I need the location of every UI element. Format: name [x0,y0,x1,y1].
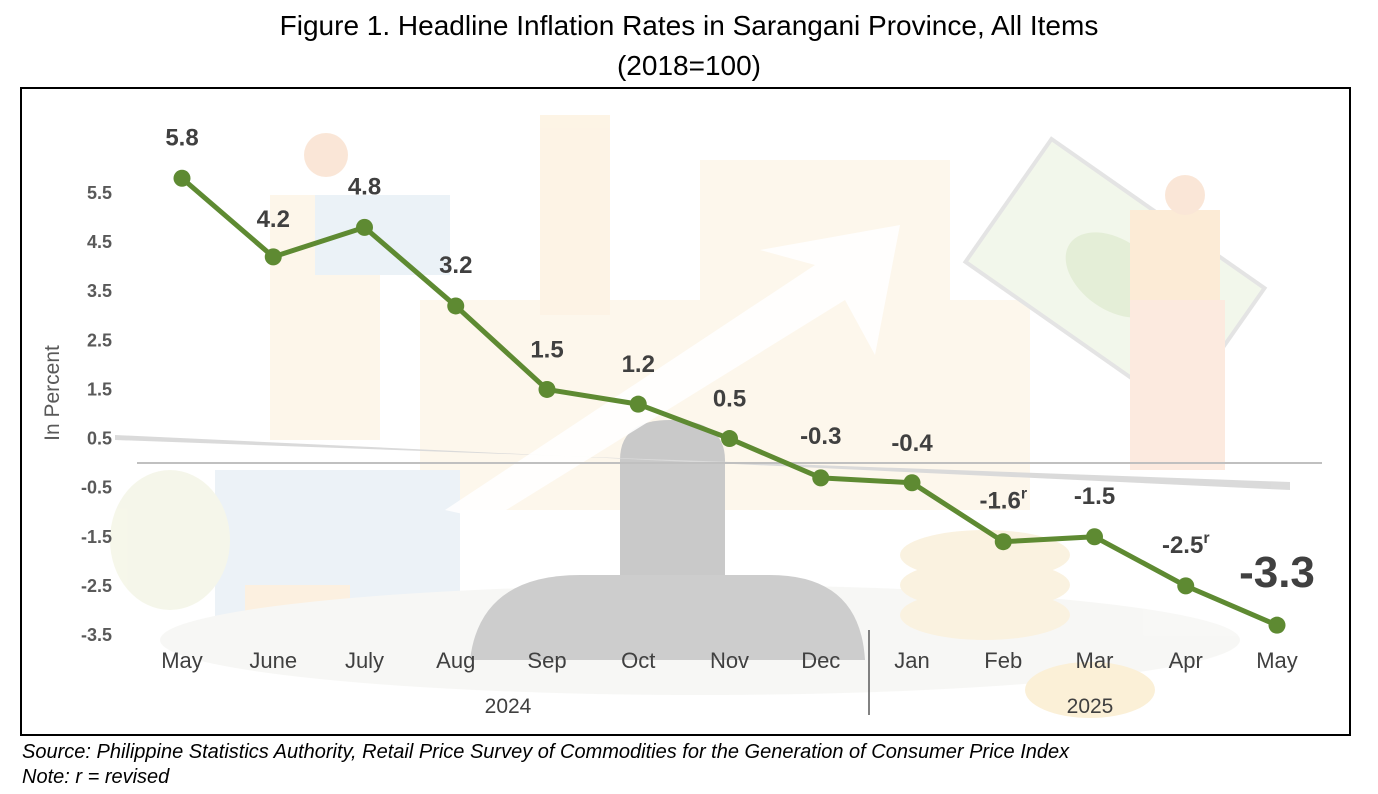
x-tick-label: Oct [621,648,655,673]
y-tick-label: 2.5 [87,330,112,350]
data-point [812,469,830,487]
y-tick-label: 0.5 [87,429,112,449]
source-note: Source: Philippine Statistics Authority,… [22,741,1070,763]
data-point [447,297,465,315]
data-point [538,380,556,398]
data-point [1268,616,1286,634]
y-tick-label: 5.5 [87,183,112,203]
data-point [356,218,373,236]
data-label: -3.3 [1239,548,1315,597]
x-tick-label: Apr [1169,648,1203,673]
data-label: 5.8 [165,124,198,151]
data-point [721,430,738,448]
y-tick-label: -1.5 [81,527,112,547]
data-point [629,395,647,413]
data-label: 1.2 [622,351,655,378]
data-label: -1.6r [979,486,1027,515]
y-tick-label: 1.5 [87,379,112,399]
y-tick-label: -3.5 [81,625,112,645]
data-label: -2.5r [1162,530,1210,559]
x-tick-label: Jan [894,648,929,673]
revised-marker: r [1203,530,1209,547]
data-point [903,474,921,492]
x-tick-label: Mar [1076,648,1114,673]
data-label: 3.2 [439,252,472,279]
revised-marker: r [1021,486,1027,503]
axis-layer: In Percent [41,345,1322,715]
data-point [994,533,1012,551]
data-label: 1.5 [530,336,563,363]
data-point [173,169,191,187]
data-label: 4.8 [348,173,381,200]
year-label: 2025 [1067,695,1114,718]
y-tick-label: 3.5 [87,281,112,301]
data-label: -0.3 [800,423,841,450]
x-tick-label: June [249,648,297,673]
data-label-layer: 5.8 4.2 4.8 3.2 1.5 1.2 0.5 -0.3 -0.4 -1.6r -1.5 -2… [165,124,1315,597]
x-tick-label: Aug [436,648,475,673]
x-tick-label: Dec [801,648,840,673]
point-layer [173,169,1286,634]
y-tick-label: 4.5 [87,232,112,252]
x-tick-label: May [1256,648,1298,673]
y-tick-labels: 5.5 4.5 3.5 2.5 1.5 0.5 -0.5 -1.5 -2.5 -3.5 [81,183,112,645]
x-tick-label: Feb [984,648,1022,673]
x-tick-label: Sep [527,648,566,673]
x-tick-label: May [161,648,203,673]
x-tick-label: Nov [710,648,749,673]
chart-title: Figure 1. Headline Inflation Rates in Sa… [279,10,1099,41]
chart-subtitle: (2018=100) [616,50,761,81]
y-tick-label: -0.5 [81,478,112,498]
data-label: -0.4 [891,430,933,457]
y-tick-label: -2.5 [81,576,112,596]
x-tick-labels: May June July Aug Sep Oct Nov Dec Jan Feb Mar Apr Ma… [161,648,1298,673]
data-label: 4.2 [257,206,290,233]
data-point [1177,577,1195,595]
y-axis-label: In Percent [41,345,64,441]
year-labels: 2024 2025 [485,695,1114,718]
x-tick-label: July [345,648,384,673]
revised-note: Note: r = revised [22,766,170,788]
data-label: -1.5 [1074,483,1115,510]
year-label: 2024 [485,695,532,718]
data-point [264,248,282,266]
data-label: 0.5 [713,386,746,413]
data-point [1086,528,1103,546]
